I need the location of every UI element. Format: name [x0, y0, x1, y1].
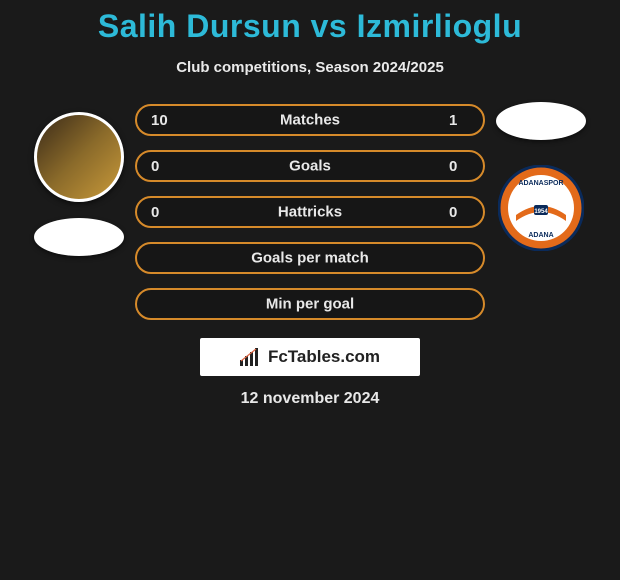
stat-bar-goals-per-match: Goals per match — [135, 242, 485, 274]
stat-label: Goals per match — [251, 250, 369, 267]
stat-label: Hattricks — [278, 204, 342, 221]
stat-left-value: 0 — [151, 204, 171, 221]
svg-text:ADANA: ADANA — [528, 232, 553, 239]
stat-right-value: 0 — [449, 204, 469, 221]
stat-bars: 10 Matches 1 0 Goals 0 0 Hattricks 0 Goa… — [135, 102, 485, 320]
brand-logo[interactable]: FcTables.com — [200, 338, 420, 376]
player-right-club-oval — [496, 102, 586, 140]
stat-left-value: 10 — [151, 112, 171, 129]
subtitle: Club competitions, Season 2024/2025 — [0, 59, 620, 76]
player-left-avatar — [34, 112, 124, 202]
svg-text:1954: 1954 — [534, 209, 548, 215]
stat-right-value: 1 — [449, 112, 469, 129]
stat-label: Goals — [289, 158, 331, 175]
footer: FcTables.com 12 november 2024 — [0, 338, 620, 408]
date: 12 november 2024 — [241, 390, 380, 408]
stat-bar-hattricks: 0 Hattricks 0 — [135, 196, 485, 228]
title: Salih Dursun vs Izmirlioglu — [0, 8, 620, 45]
svg-text:ADANASPOR: ADANASPOR — [518, 180, 563, 187]
player-right-column: ADANASPOR ADANA 1954 — [485, 102, 597, 252]
stat-label: Matches — [280, 112, 340, 129]
stat-bar-min-per-goal: Min per goal — [135, 288, 485, 320]
stat-bar-goals: 0 Goals 0 — [135, 150, 485, 182]
stat-right-value: 0 — [449, 158, 469, 175]
brand-text: FcTables.com — [268, 347, 380, 367]
comparison-row: 10 Matches 1 0 Goals 0 0 Hattricks 0 Goa… — [0, 102, 620, 320]
bars-icon — [240, 348, 262, 366]
stat-label: Min per goal — [266, 296, 354, 313]
comparison-card: Salih Dursun vs Izmirlioglu Club competi… — [0, 0, 620, 408]
player-left-column — [23, 102, 135, 256]
stat-left-value: 0 — [151, 158, 171, 175]
player-right-club-logo: ADANASPOR ADANA 1954 — [497, 164, 585, 252]
player-left-club-oval — [34, 218, 124, 256]
stat-bar-matches: 10 Matches 1 — [135, 104, 485, 136]
